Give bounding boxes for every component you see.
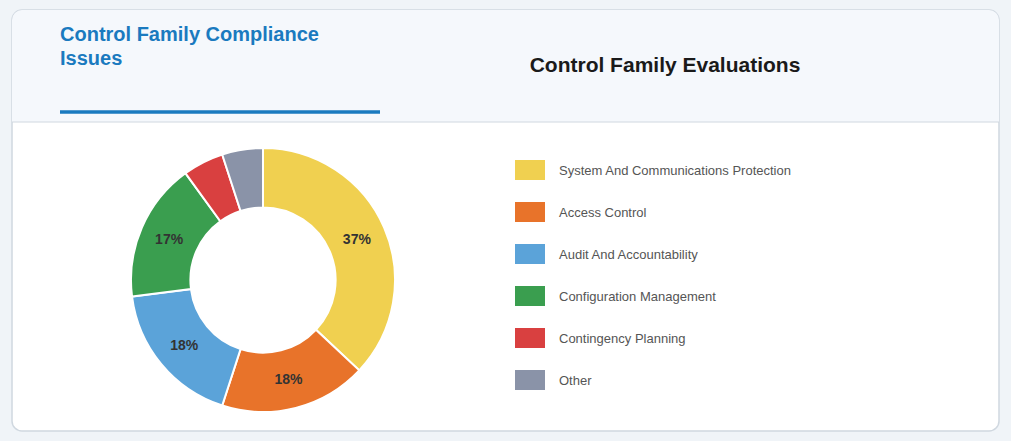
slice	[263, 148, 395, 370]
legend-swatch	[515, 202, 545, 222]
subtitle: Control Family Evaluations	[530, 53, 801, 76]
legend-swatch	[515, 160, 545, 180]
title-underline	[60, 110, 380, 114]
data-label: 37%	[343, 231, 372, 247]
legend-swatch	[515, 328, 545, 348]
slice	[132, 289, 241, 405]
legend-label: System And Communications Protection	[559, 163, 791, 178]
chart: Control Family ComplianceIssues Control F…	[0, 0, 1011, 441]
header	[12, 10, 999, 122]
divider	[12, 122, 999, 123]
legend-label: Audit And Accountability	[559, 247, 698, 262]
legend-label: Configuration Management	[559, 289, 716, 304]
legend-label: Other	[559, 373, 592, 388]
donut	[131, 148, 395, 412]
title: Control Family ComplianceIssues	[60, 23, 319, 69]
legend: System And Communications Protection Acce…	[515, 160, 791, 390]
data-label: 17%	[155, 231, 184, 247]
legend-swatch	[515, 370, 545, 390]
data-labels: 37% 18% 18% 17%	[155, 231, 371, 387]
card	[12, 10, 999, 431]
data-label: 18%	[170, 337, 199, 353]
data-label: 18%	[274, 371, 303, 387]
slice	[222, 148, 263, 211]
legend-swatch	[515, 244, 545, 264]
slice	[222, 330, 359, 412]
legend-label: Access Control	[559, 205, 647, 220]
legend-swatch	[515, 286, 545, 306]
legend-label: Contingency Planning	[559, 331, 685, 346]
